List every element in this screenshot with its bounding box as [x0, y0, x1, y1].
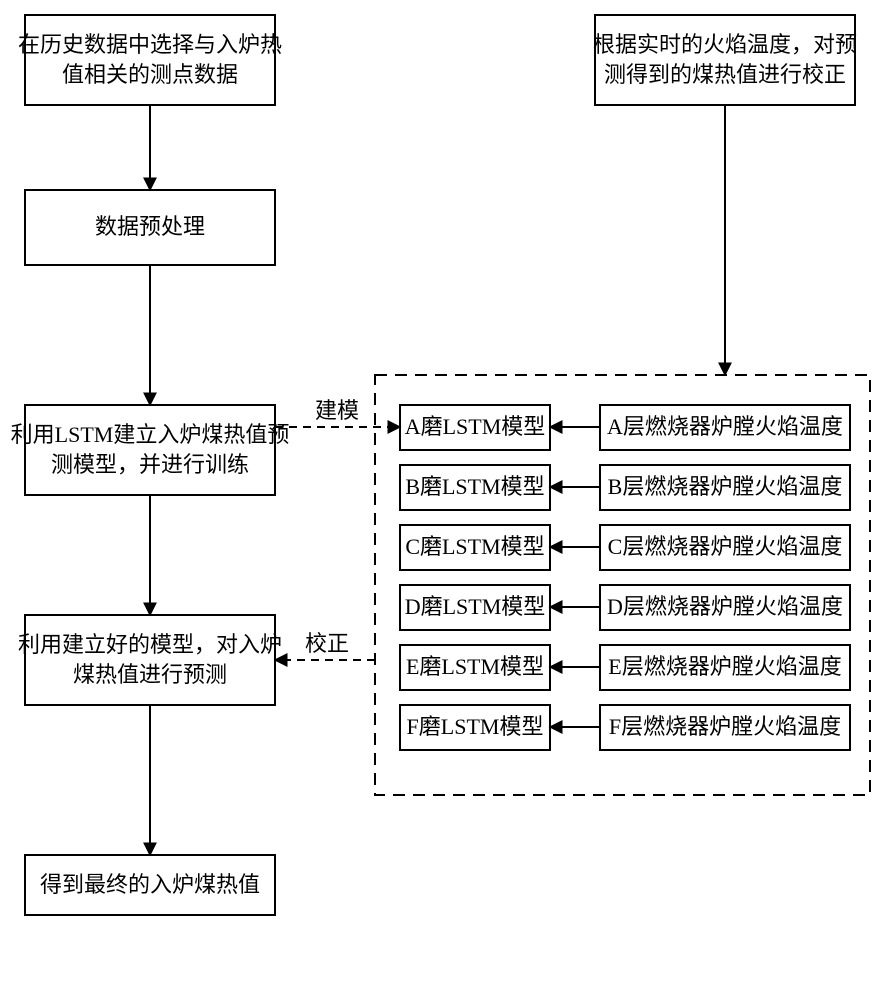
- tC-text: C层燃烧器炉膛火焰温度: [608, 534, 843, 559]
- mD-text: D磨LSTM模型: [405, 594, 546, 619]
- mC-text: C磨LSTM模型: [405, 534, 544, 559]
- tD-text: D层燃烧器炉膛火焰温度: [607, 594, 843, 619]
- n3-line1: 利用LSTM建立入炉煤热值预: [11, 422, 290, 447]
- node-tB: B层燃烧器炉膛火焰温度: [600, 465, 850, 510]
- node-mD: D磨LSTM模型: [400, 585, 550, 630]
- node-mF: F磨LSTM模型: [400, 705, 550, 750]
- node-n2: 数据预处理: [25, 190, 275, 265]
- label-correct: 校正: [305, 631, 349, 656]
- node-mB: B磨LSTM模型: [400, 465, 550, 510]
- node-tE: E层燃烧器炉膛火焰温度: [600, 645, 850, 690]
- n6-line2: 测得到的煤热值进行校正: [604, 62, 846, 87]
- n6-line1: 根据实时的火焰温度，对预: [593, 32, 857, 57]
- node-tD: D层燃烧器炉膛火焰温度: [600, 585, 850, 630]
- node-tA: A层燃烧器炉膛火焰温度: [600, 405, 850, 450]
- label-build: 建模: [315, 398, 359, 423]
- n4-line1: 利用建立好的模型，对入炉: [18, 632, 282, 657]
- tA-text: A层燃烧器炉膛火焰温度: [607, 414, 843, 439]
- node-mE: E磨LSTM模型: [400, 645, 550, 690]
- mA-text: A磨LSTM模型: [405, 414, 546, 439]
- n1-line2: 值相关的测点数据: [62, 62, 238, 87]
- node-n4: 利用建立好的模型，对入炉 煤热值进行预测: [18, 615, 282, 705]
- n3-line2: 测模型，并进行训练: [51, 452, 249, 477]
- node-tC: C层燃烧器炉膛火焰温度: [600, 525, 850, 570]
- n5-line1: 得到最终的入炉煤热值: [40, 872, 260, 897]
- node-n1: 在历史数据中选择与入炉热 值相关的测点数据: [18, 15, 282, 105]
- node-mC: C磨LSTM模型: [400, 525, 550, 570]
- node-n5: 得到最终的入炉煤热值: [25, 855, 275, 915]
- n2-line1: 数据预处理: [95, 214, 205, 239]
- tE-text: E层燃烧器炉膛火焰温度: [608, 654, 841, 679]
- n1-line1: 在历史数据中选择与入炉热: [18, 32, 282, 57]
- node-mA: A磨LSTM模型: [400, 405, 550, 450]
- tB-text: B层燃烧器炉膛火焰温度: [608, 474, 843, 499]
- n4-line2: 煤热值进行预测: [73, 662, 227, 687]
- mB-text: B磨LSTM模型: [405, 474, 544, 499]
- mF-text: F磨LSTM模型: [407, 714, 544, 739]
- mE-text: E磨LSTM模型: [406, 654, 544, 679]
- node-tF: F层燃烧器炉膛火焰温度: [600, 705, 850, 750]
- node-n6: 根据实时的火焰温度，对预 测得到的煤热值进行校正: [593, 15, 857, 105]
- tF-text: F层燃烧器炉膛火焰温度: [609, 714, 841, 739]
- node-n3: 利用LSTM建立入炉煤热值预 测模型，并进行训练: [11, 405, 290, 495]
